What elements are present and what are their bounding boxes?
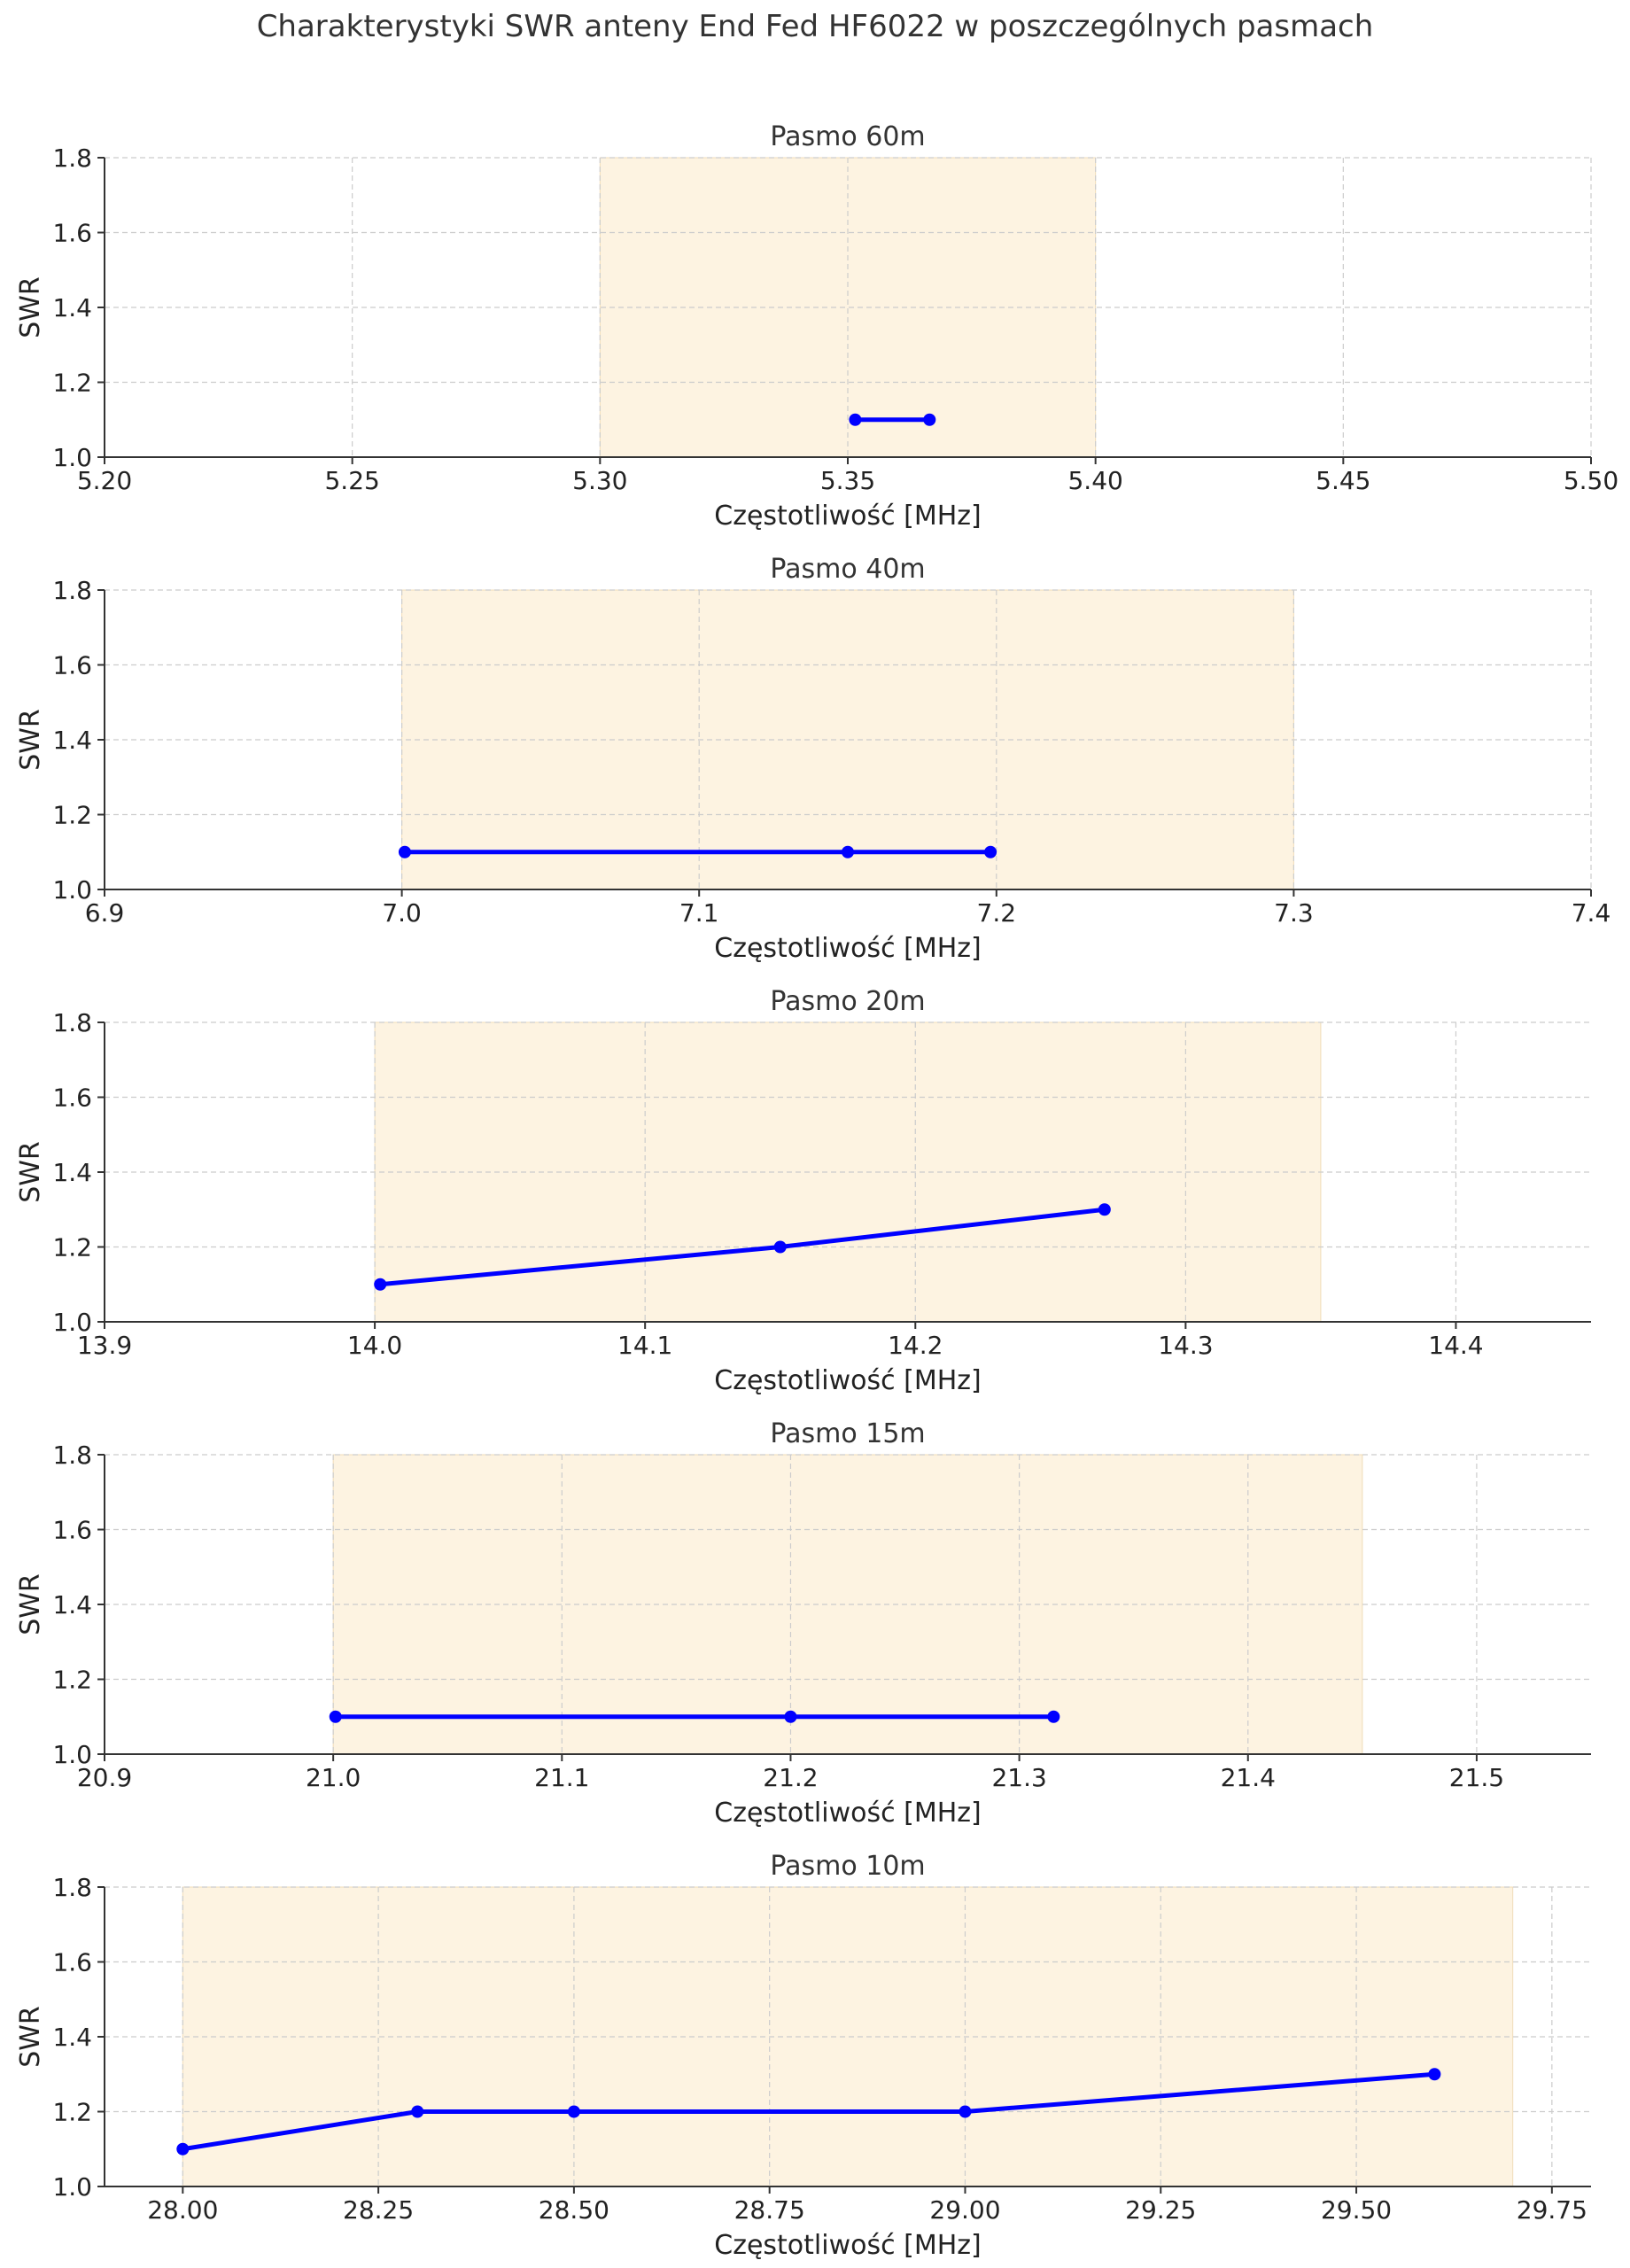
data-point xyxy=(567,2105,580,2118)
chart-title: Pasmo 40m xyxy=(770,554,925,585)
data-point xyxy=(784,1710,797,1723)
y-tick-label: 1.0 xyxy=(52,2172,92,2202)
chart-panel-1: 5.20 5.25 5.30 5.35 5.40 5.45 5.50 1.0 1.2 1.4 1.6… xyxy=(15,121,1618,532)
data-point xyxy=(849,413,862,426)
chart-title: Pasmo 10m xyxy=(770,1851,925,1882)
x-tick-label: 5.35 xyxy=(820,466,875,495)
x-tick-label: 7.3 xyxy=(1274,898,1314,928)
y-tick-label: 1.4 xyxy=(52,726,92,755)
x-axis-label: Częstotliwość [MHz] xyxy=(714,501,981,532)
y-tick-label: 1.8 xyxy=(52,1008,92,1037)
x-axis-label: Częstotliwość [MHz] xyxy=(714,2230,981,2261)
data-point xyxy=(411,2105,424,2118)
x-tick-label: 5.45 xyxy=(1316,466,1370,495)
y-tick-label: 1.2 xyxy=(52,1233,92,1262)
x-axis-label: Częstotliwość [MHz] xyxy=(714,1365,981,1396)
x-tick-label: 29.25 xyxy=(1125,2195,1196,2225)
x-axis-label: Częstotliwość [MHz] xyxy=(714,1798,981,1829)
y-tick-label: 1.6 xyxy=(52,1516,92,1545)
x-tick-label: 6.9 xyxy=(85,898,125,928)
data-point xyxy=(1098,1203,1111,1216)
data-point xyxy=(842,845,854,858)
data-point xyxy=(329,1710,342,1723)
y-tick-label: 1.4 xyxy=(52,293,92,322)
x-tick-label: 5.50 xyxy=(1564,466,1618,495)
y-tick-label: 1.4 xyxy=(52,2023,92,2052)
y-axis-label: SWR xyxy=(15,1573,46,1635)
data-point xyxy=(1428,2068,1441,2081)
x-tick-label: 14.2 xyxy=(888,1331,943,1360)
x-tick-label: 29.00 xyxy=(929,2195,1000,2225)
y-tick-label: 1.8 xyxy=(52,1441,92,1470)
y-axis-label: SWR xyxy=(15,276,46,338)
x-tick-label: 21.0 xyxy=(306,1763,361,1792)
x-tick-label: 7.2 xyxy=(977,898,1017,928)
y-axis-label: SWR xyxy=(15,2006,46,2068)
figure-title: Charakterystyki SWR anteny End Fed HF602… xyxy=(256,9,1374,44)
y-tick-label: 1.2 xyxy=(52,801,92,830)
y-tick-label: 1.8 xyxy=(52,576,92,605)
x-tick-label: 21.4 xyxy=(1221,1763,1276,1792)
y-tick-label: 1.4 xyxy=(52,1158,92,1187)
data-point xyxy=(398,845,411,858)
chart-panel-5: 28.00 28.25 28.50 28.75 29.00 29.25 29.50 29.75… xyxy=(15,1851,1591,2261)
x-axis-label: Częstotliwość [MHz] xyxy=(714,933,981,964)
x-tick-label: 14.1 xyxy=(617,1331,672,1360)
y-tick-label: 1.8 xyxy=(52,144,92,173)
chart-panel-3: 13.9 14.0 14.1 14.2 14.3 14.4 1.0 1.2 1.4 1.6 1.8 P… xyxy=(15,986,1591,1396)
x-tick-label: 20.9 xyxy=(77,1763,132,1792)
x-tick-label: 28.75 xyxy=(734,2195,805,2225)
y-tick-label: 1.8 xyxy=(52,1873,92,1902)
x-tick-label: 28.00 xyxy=(147,2195,218,2225)
x-tick-label: 21.1 xyxy=(534,1763,589,1792)
x-tick-label: 28.25 xyxy=(343,2195,414,2225)
data-point xyxy=(984,845,997,858)
y-tick-label: 1.2 xyxy=(52,2098,92,2127)
y-tick-label: 1.6 xyxy=(52,1084,92,1113)
x-tick-label: 14.3 xyxy=(1158,1331,1213,1360)
chart-panel-4: 20.9 21.0 21.1 21.2 21.3 21.4 21.5 1.0 1.2 1.4 1.6… xyxy=(15,1418,1591,1829)
x-tick-label: 21.2 xyxy=(763,1763,818,1792)
data-point xyxy=(1047,1710,1060,1723)
x-tick-label: 29.50 xyxy=(1321,2195,1392,2225)
x-tick-label: 5.25 xyxy=(324,466,379,495)
x-tick-label: 28.50 xyxy=(539,2195,609,2225)
y-tick-label: 1.0 xyxy=(52,875,92,905)
chart-title: Pasmo 15m xyxy=(770,1418,925,1449)
y-axis-label: SWR xyxy=(15,709,46,771)
x-tick-label: 14.0 xyxy=(347,1331,402,1360)
x-tick-label: 21.5 xyxy=(1449,1763,1504,1792)
chart-title: Pasmo 20m xyxy=(770,986,925,1017)
data-point xyxy=(176,2142,190,2155)
data-point xyxy=(959,2105,972,2118)
y-tick-label: 1.6 xyxy=(52,651,92,680)
y-tick-label: 1.4 xyxy=(52,1590,92,1619)
x-tick-label: 13.9 xyxy=(77,1331,132,1360)
y-tick-label: 1.0 xyxy=(52,443,92,472)
x-tick-label: 5.30 xyxy=(572,466,627,495)
x-tick-label: 7.4 xyxy=(1572,898,1611,928)
y-tick-label: 1.0 xyxy=(52,1308,92,1337)
x-tick-label: 5.20 xyxy=(77,466,132,495)
y-axis-label: SWR xyxy=(15,1141,46,1203)
y-tick-label: 1.0 xyxy=(52,1740,92,1769)
x-tick-label: 29.75 xyxy=(1517,2195,1587,2225)
data-point xyxy=(923,413,936,426)
data-point xyxy=(374,1278,387,1291)
x-tick-label: 21.3 xyxy=(991,1763,1046,1792)
x-tick-label: 7.0 xyxy=(382,898,422,928)
y-tick-label: 1.6 xyxy=(52,219,92,248)
x-tick-label: 5.40 xyxy=(1067,466,1122,495)
chart-title: Pasmo 60m xyxy=(770,121,925,152)
y-tick-label: 1.6 xyxy=(52,1948,92,1977)
x-tick-label: 7.1 xyxy=(679,898,719,928)
y-tick-label: 1.2 xyxy=(52,1666,92,1695)
data-point xyxy=(773,1240,787,1254)
chart-panel-2: 6.9 7.0 7.1 7.2 7.3 7.4 1.0 1.2 1.4 1.6 1.8 Pasmo 4… xyxy=(15,554,1611,964)
y-tick-label: 1.2 xyxy=(52,369,92,398)
x-tick-label: 14.4 xyxy=(1428,1331,1483,1360)
